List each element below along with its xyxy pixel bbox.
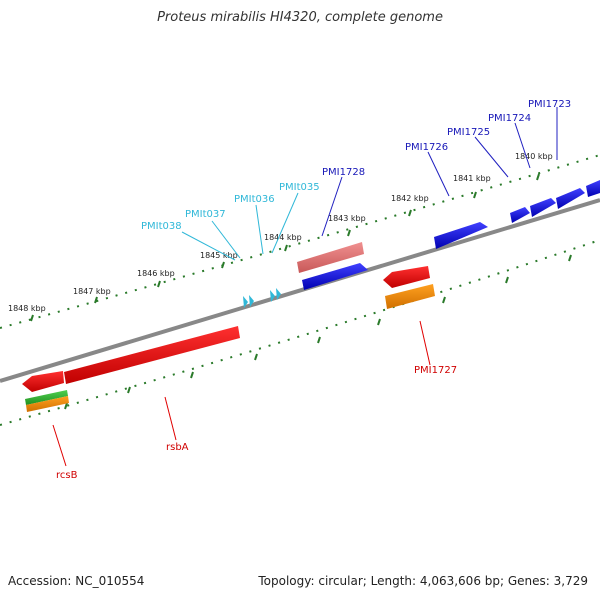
feature-pmi1722[interactable]	[586, 180, 600, 197]
feature-rcsb[interactable]	[22, 371, 64, 392]
map-title: Proteus mirabilis HI4320, complete genom…	[157, 10, 443, 25]
feature-pmi1724[interactable]	[530, 198, 556, 217]
feature-pmit038[interactable]	[243, 296, 248, 308]
genome-backbone	[0, 198, 600, 383]
tick-label-1848: 1848 kbp	[8, 304, 46, 313]
label-pmit038: PMIt038	[141, 221, 182, 232]
tick-label-1841: 1841 kbp	[453, 174, 491, 183]
feature-rcsb-aux-green[interactable]	[25, 390, 68, 405]
label-rsba: rsbA	[166, 442, 189, 453]
label-pmit037: PMIt037	[185, 209, 226, 220]
genome-summary-text: Topology: circular; Length: 4,063,606 bp…	[258, 574, 588, 588]
tick-label-1845: 1845 kbp	[200, 251, 238, 260]
feature-pmi1727-aux-orange[interactable]	[385, 284, 435, 309]
outer-major-ticks	[30, 173, 540, 322]
label-rcsb: rcsB	[56, 470, 78, 481]
inner-major-ticks	[64, 254, 572, 410]
feature-pmit035[interactable]	[276, 288, 281, 300]
label-pmit035: PMIt035	[279, 182, 320, 193]
tick-label-1843: 1843 kbp	[328, 214, 366, 223]
trna-features	[243, 288, 281, 308]
tick-label-1842: 1842 kbp	[391, 194, 429, 203]
feature-pmi1726[interactable]	[434, 222, 488, 249]
feature-pmi1728[interactable]	[302, 263, 368, 290]
feature-pmi1728-rna[interactable]	[297, 242, 364, 273]
label-pmi1725: PMI1725	[447, 127, 490, 138]
label-pmi1723: PMI1723	[528, 99, 571, 110]
feature-pmit036[interactable]	[270, 290, 275, 302]
label-pmi1727: PMI1727	[414, 365, 457, 376]
tick-label-1846: 1846 kbp	[137, 269, 175, 278]
reverse-features	[22, 266, 435, 412]
tick-label-1840: 1840 kbp	[515, 152, 553, 161]
label-pmit036: PMIt036	[234, 194, 275, 205]
label-pmi1724: PMI1724	[488, 113, 531, 124]
feature-rsba[interactable]	[64, 326, 240, 384]
label-pmi1726: PMI1726	[405, 142, 448, 153]
tick-label-1844: 1844 kbp	[264, 233, 302, 242]
feature-pmi1727[interactable]	[383, 266, 430, 288]
label-pmi1728: PMI1728	[322, 167, 365, 178]
label-leaders	[52, 107, 558, 467]
accession-text: Accession: NC_010554	[8, 574, 145, 588]
feature-rcsb-aux-orange[interactable]	[26, 396, 69, 412]
tick-label-1847: 1847 kbp	[73, 287, 111, 296]
outer-tick-track	[0, 154, 600, 329]
feature-pmi1723[interactable]	[556, 188, 585, 209]
feature-pmi1725[interactable]	[510, 207, 530, 223]
feature-pmit037[interactable]	[249, 295, 254, 307]
forward-cds-features	[302, 180, 600, 290]
